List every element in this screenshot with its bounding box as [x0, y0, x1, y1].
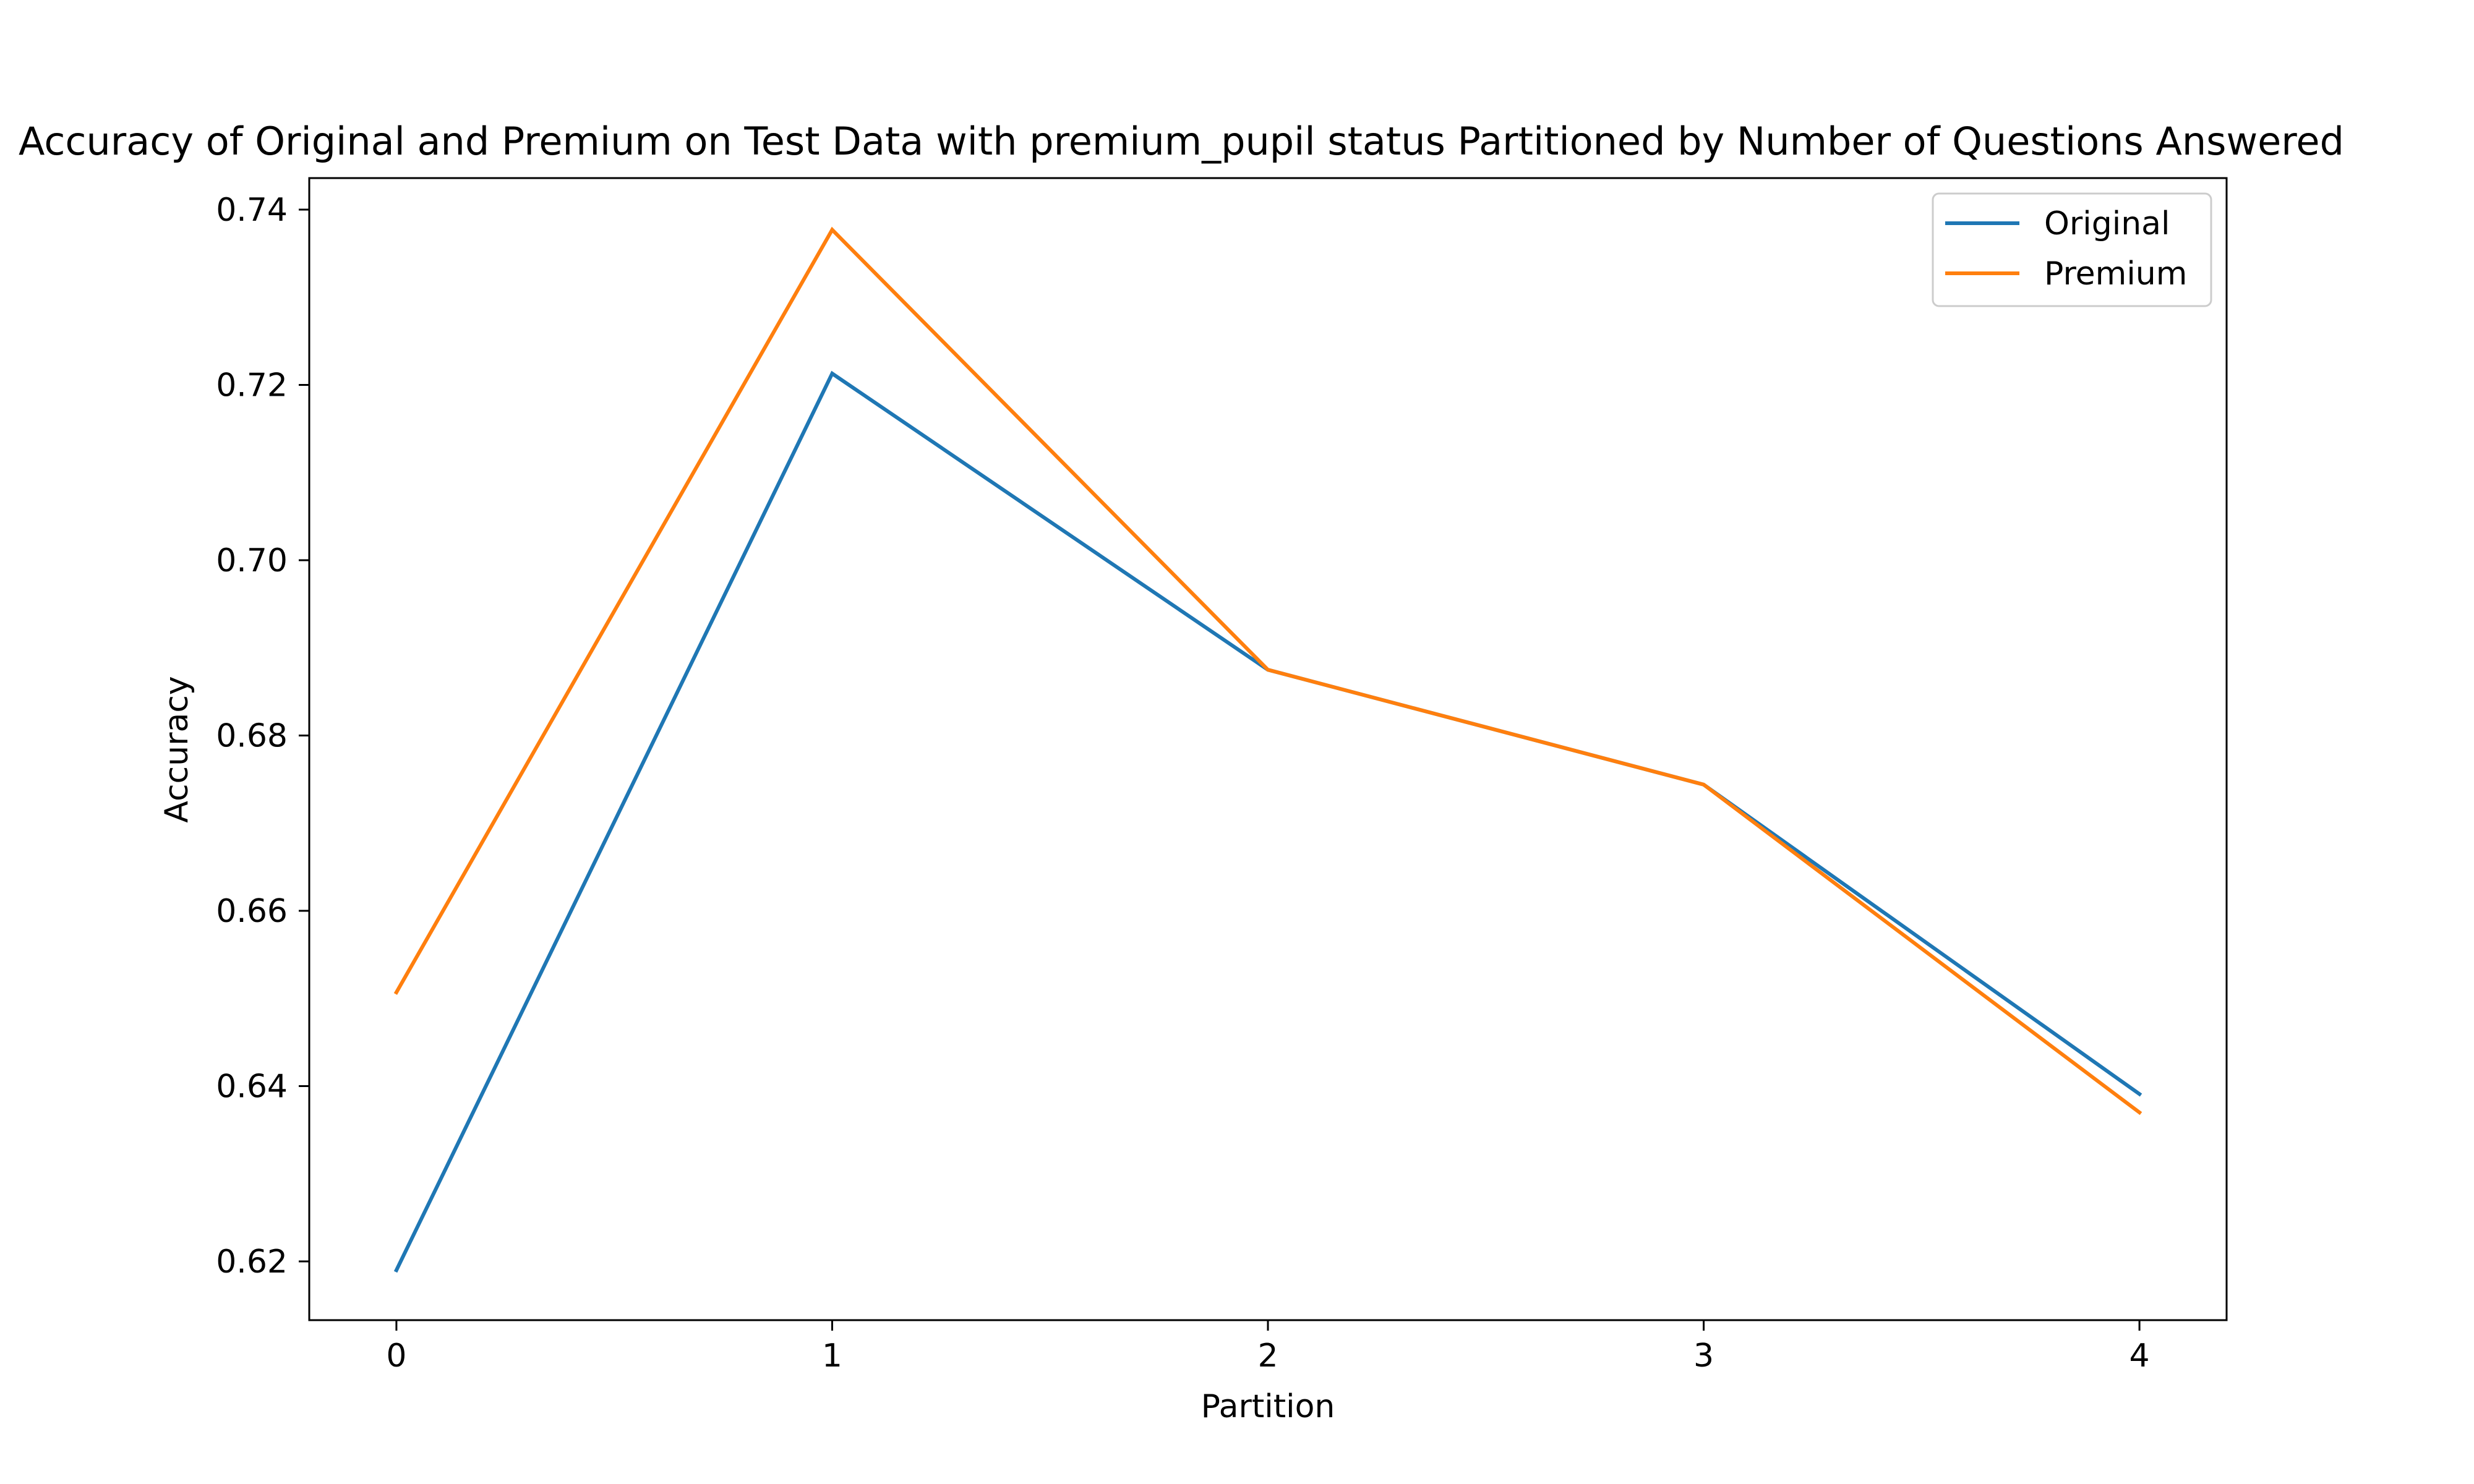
x-tick-label: 0 [386, 1337, 406, 1375]
y-tick-label: 0.66 [216, 893, 288, 930]
legend-label-premium: Premium [2044, 255, 2187, 292]
chart-title: Accuracy of Original and Premium on Test… [19, 119, 2344, 164]
x-tick-label: 3 [1693, 1337, 1714, 1375]
y-tick-label: 0.64 [216, 1068, 288, 1106]
x-tick-label: 2 [1257, 1337, 1278, 1375]
x-tick-label: 4 [2129, 1337, 2150, 1375]
y-axis-ticks: 0.62 0.64 0.66 0.68 0.70 0.72 0.74 [216, 192, 309, 1281]
x-axis-label: Partition [1201, 1388, 1335, 1425]
legend-label-original: Original [2044, 205, 2170, 242]
y-tick-label: 0.62 [216, 1243, 288, 1281]
y-tick-label: 0.68 [216, 718, 288, 755]
legend: Original Premium [1932, 192, 2212, 307]
x-tick-label: 1 [822, 1337, 842, 1375]
y-axis-label: Accuracy [158, 676, 195, 822]
y-tick-label: 0.72 [216, 367, 288, 404]
y-tick-label: 0.74 [216, 192, 288, 229]
x-axis-ticks: 0 1 2 3 4 [386, 1320, 2150, 1375]
series-lines [393, 226, 2142, 1273]
y-tick-label: 0.70 [216, 542, 288, 579]
series-line-premium [393, 226, 2142, 1115]
